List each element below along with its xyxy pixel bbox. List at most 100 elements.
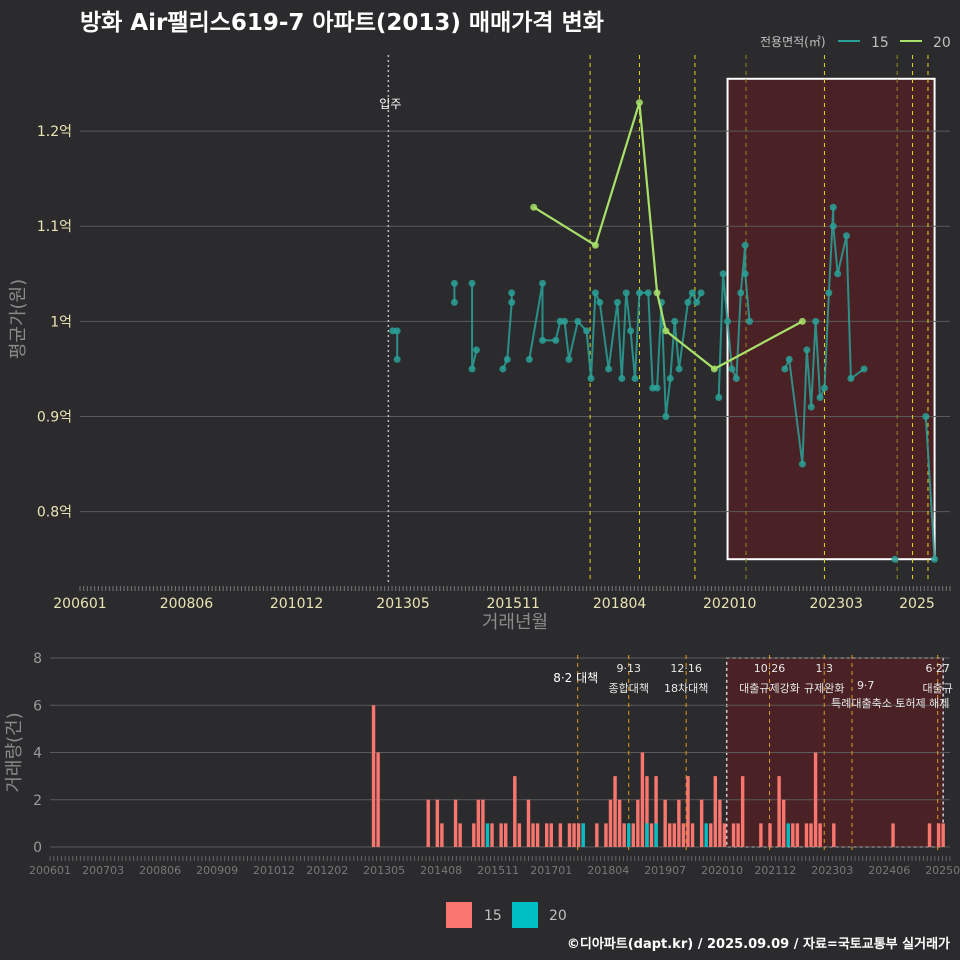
data-point [622, 289, 630, 297]
x-tick-label: 202303 [809, 596, 862, 612]
volume-bar-15 [458, 823, 462, 847]
volume-y-axis-title: 거래량(건) [4, 712, 25, 792]
series-line-15 [924, 416, 936, 560]
volume-x-tick: 202112 [754, 864, 796, 877]
data-point [842, 232, 850, 240]
volume-bar-15 [681, 823, 686, 847]
volume-bar-15 [636, 799, 640, 847]
data-point [829, 222, 837, 230]
data-point [635, 289, 643, 297]
volume-bar-15 [654, 776, 658, 847]
volume-x-tick: 201701 [530, 864, 572, 877]
volume-bar-15 [781, 799, 786, 847]
volume-y-tick: 4 [33, 746, 42, 762]
event-label: 특례대출축소 토허제 해제 [831, 696, 949, 710]
legend-label-20: 20 [933, 35, 951, 51]
event-label: 18차대책 [664, 682, 708, 695]
volume-bar-15 [558, 823, 563, 847]
volume-bar-15 [617, 799, 622, 847]
volume-x-tick: 201804 [587, 864, 629, 877]
data-point [741, 241, 749, 249]
x-tick-label: 201804 [593, 596, 647, 612]
volume-bar-15 [686, 776, 690, 847]
series-line-15 [392, 329, 399, 360]
legend-label-15: 15 [871, 35, 889, 51]
volume-bar-15 [481, 799, 485, 847]
volume-x-tick: 200909 [196, 864, 238, 877]
move-in-label: 입주 [379, 97, 401, 111]
data-point [644, 289, 652, 297]
data-point [539, 279, 547, 287]
volume-bar-15 [663, 799, 667, 847]
data-point [662, 413, 670, 421]
data-point [472, 346, 480, 354]
x-tick-label: 200601 [53, 596, 106, 612]
data-point [499, 365, 507, 373]
volume-bar-15 [376, 752, 380, 847]
data-point [393, 355, 401, 363]
volume-bar-15 [699, 799, 704, 847]
volume-x-tick: 202406 [868, 864, 910, 877]
data-point [653, 384, 661, 392]
data-point [503, 355, 511, 363]
data-point [561, 317, 569, 325]
data-point [587, 374, 595, 382]
volume-x-tick: 201907 [644, 864, 686, 877]
volume-bar-15 [526, 799, 531, 847]
data-point [732, 374, 740, 382]
volume-bar-20 [654, 823, 658, 847]
footer-credit: ©디아파트(dapt.kr) / 2025.09.09 / 자료=국토교통부 실… [567, 936, 950, 952]
y-axis-title: 평균가(원) [8, 279, 29, 359]
event-date: 10·26 [754, 662, 786, 675]
x-tick-label: 200806 [160, 596, 214, 612]
volume-bar-15 [517, 823, 522, 847]
data-point [737, 289, 745, 297]
data-point [591, 289, 599, 297]
data-point [393, 327, 401, 335]
event-date: 12·16 [670, 662, 702, 675]
data-point [508, 289, 516, 297]
volume-bar-20 [485, 823, 490, 847]
volume-bar-15 [713, 776, 718, 847]
volume-bar-15 [576, 823, 581, 847]
volume-bar-15 [672, 823, 677, 847]
event-label: 8·2 대책 [553, 670, 598, 685]
volume-bar-15 [690, 823, 695, 847]
volume-bar-15 [759, 823, 763, 847]
event-label: 종합대책 [608, 682, 648, 695]
volume-bar-15 [718, 799, 722, 847]
volume-bar-20 [627, 823, 631, 847]
y-tick-label: 0.8억 [37, 505, 72, 521]
data-point [816, 393, 824, 401]
volume-bar-15 [371, 705, 376, 847]
volume-bar-15 [731, 823, 736, 847]
x-axis-title: 거래년월 [482, 612, 548, 633]
bar-legend: 15 20 [446, 902, 567, 928]
data-point [552, 336, 560, 344]
data-point [508, 298, 516, 306]
volume-y-tick: 6 [33, 698, 42, 714]
data-point [781, 365, 789, 373]
volume-bar-15 [927, 823, 932, 847]
data-point [847, 374, 855, 382]
volume-x-tick: 202010 [701, 864, 743, 877]
volume-bar-20 [786, 823, 790, 847]
series-line-15 [471, 283, 478, 370]
data-point [596, 298, 604, 306]
volume-x-tick: 201012 [253, 864, 295, 877]
data-point [627, 327, 635, 335]
y-tick-label: 1.2억 [37, 124, 72, 140]
volume-y-tick: 8 [33, 651, 42, 667]
volume-bar-15 [722, 823, 727, 847]
data-point [468, 365, 476, 373]
volume-bar-15 [668, 823, 672, 847]
bar-legend-label-15: 15 [484, 908, 502, 924]
volume-x-tick: 202509 [925, 864, 960, 877]
data-point [635, 99, 643, 107]
event-label: 대출규제강화 [739, 682, 800, 695]
volume-bar-15 [736, 823, 740, 847]
y-tick-label: 1.1억 [37, 219, 72, 235]
data-point [613, 298, 621, 306]
data-point [666, 374, 674, 382]
event-date: 9·7 [857, 679, 875, 692]
